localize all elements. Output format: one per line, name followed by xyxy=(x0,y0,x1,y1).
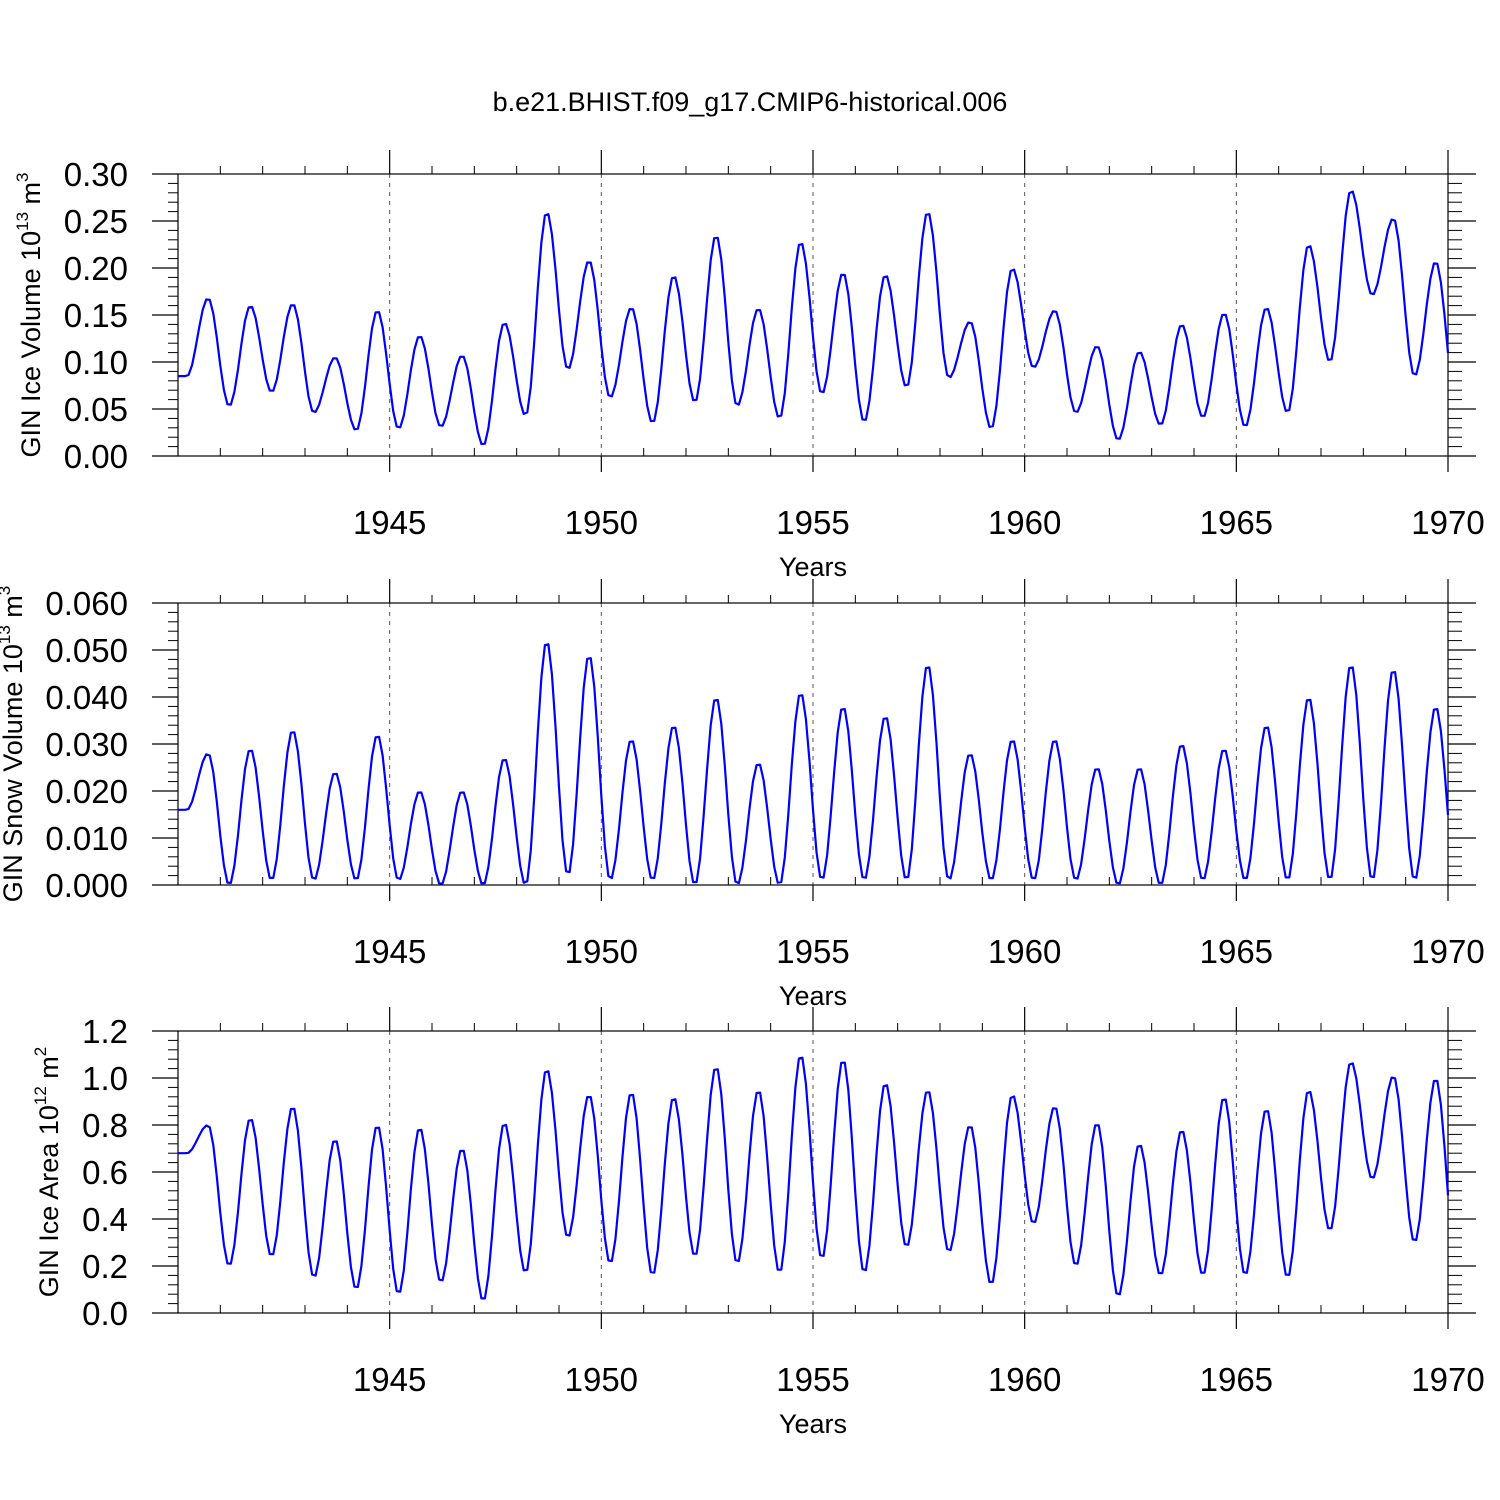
x-axis-label: Years xyxy=(779,552,847,582)
x-tick-label-1945: 1945 xyxy=(353,504,426,541)
x-tick-label-1950: 1950 xyxy=(565,933,638,970)
series-line-snow-volume xyxy=(178,643,1450,885)
y-tick-label-1.0: 1.0 xyxy=(82,1060,128,1097)
series-line-ice-volume xyxy=(178,190,1450,446)
panel-ice-area: 1945 1950 1955 1960 1965 1970 0.0 0.2 0.4 0.6 0.8 1… xyxy=(31,1007,1485,1439)
y-tick-label-0.000: 0.000 xyxy=(45,867,128,904)
y-tick-label-0.6: 0.6 xyxy=(82,1154,128,1191)
ylabel-exponent: 12 xyxy=(31,1086,50,1105)
panel-ice-volume: 1945 1950 1955 1960 1965 1970 0.00 0.05 0.10 0.15… xyxy=(13,150,1485,582)
y-tick-label-0.0: 0.0 xyxy=(82,1295,128,1332)
y-tick-label-0.050: 0.050 xyxy=(45,632,128,669)
x-tick-label-1955: 1955 xyxy=(776,504,849,541)
y-tick-label-0.20: 0.20 xyxy=(64,250,128,287)
y-tick-label-0.030: 0.030 xyxy=(45,726,128,763)
ylabel-exponent: 13 xyxy=(0,625,14,644)
y-tick-label-0.2: 0.2 xyxy=(82,1248,128,1285)
y-tick-label-0.8: 0.8 xyxy=(82,1107,128,1144)
ylabel-unit-exponent: 3 xyxy=(0,586,14,595)
y-axis-label: GIN Ice Area 1012 m2 xyxy=(31,1047,64,1298)
y-tick-label-0.00: 0.00 xyxy=(64,438,128,475)
x-tick-label-1945: 1945 xyxy=(353,933,426,970)
x-tick-label-1960: 1960 xyxy=(988,1361,1061,1398)
x-tick-label-1970: 1970 xyxy=(1411,933,1484,970)
ylabel-unit: m xyxy=(34,1056,64,1086)
x-tick-label-1950: 1950 xyxy=(565,504,638,541)
y-tick-label-0.010: 0.010 xyxy=(45,820,128,857)
y-tick-label-0.040: 0.040 xyxy=(45,679,128,716)
x-tick-label-1960: 1960 xyxy=(988,504,1061,541)
y-tick-label-0.30: 0.30 xyxy=(64,156,128,193)
ylabel-exponent: 13 xyxy=(13,212,32,231)
y-tick-label-0.10: 0.10 xyxy=(64,344,128,381)
x-axis-label: Years xyxy=(779,981,847,1011)
ylabel-unit: m xyxy=(0,595,28,625)
y-tick-label-0.020: 0.020 xyxy=(45,773,128,810)
x-tick-label-1955: 1955 xyxy=(776,933,849,970)
y-axis-label: GIN Snow Volume 1013 m3 xyxy=(0,586,28,903)
x-tick-label-1960: 1960 xyxy=(988,933,1061,970)
ylabel-base: GIN Snow Volume 10 xyxy=(0,644,28,902)
x-tick-label-1945: 1945 xyxy=(353,1361,426,1398)
y-tick-label-0.05: 0.05 xyxy=(64,391,128,428)
x-axis-label: Years xyxy=(779,1409,847,1439)
ylabel-unit-exponent: 2 xyxy=(31,1047,50,1056)
y-tick-label-0.4: 0.4 xyxy=(82,1201,128,1238)
y-tick-label-0.060: 0.060 xyxy=(45,585,128,622)
panel-snow-volume: 1945 1950 1955 1960 1965 1970 0.000 0.010 0.020 0… xyxy=(0,579,1485,1011)
x-tick-label-1965: 1965 xyxy=(1200,504,1273,541)
x-tick-label-1965: 1965 xyxy=(1200,1361,1273,1398)
x-tick-label-1955: 1955 xyxy=(776,1361,849,1398)
ylabel-base: GIN Ice Volume 10 xyxy=(16,231,46,458)
y-axis-label: GIN Ice Volume 1013 m3 xyxy=(13,172,46,457)
ylabel-unit: m xyxy=(16,182,46,212)
y-tick-label-0.25: 0.25 xyxy=(64,203,128,240)
plot-frame xyxy=(177,173,1449,457)
x-tick-label-1965: 1965 xyxy=(1200,933,1273,970)
plot-frame xyxy=(177,602,1449,886)
y-tick-label-0.15: 0.15 xyxy=(64,297,128,334)
figure-title: b.e21.BHIST.f09_g17.CMIP6-historical.006 xyxy=(493,87,1008,117)
series-line-ice-area xyxy=(178,1056,1450,1300)
y-tick-label-1.2: 1.2 xyxy=(82,1013,128,1050)
x-tick-label-1970: 1970 xyxy=(1411,1361,1484,1398)
x-tick-label-1950: 1950 xyxy=(565,1361,638,1398)
ylabel-unit-exponent: 3 xyxy=(13,172,32,181)
x-tick-label-1970: 1970 xyxy=(1411,504,1484,541)
ylabel-base: GIN Ice Area 10 xyxy=(34,1105,64,1297)
